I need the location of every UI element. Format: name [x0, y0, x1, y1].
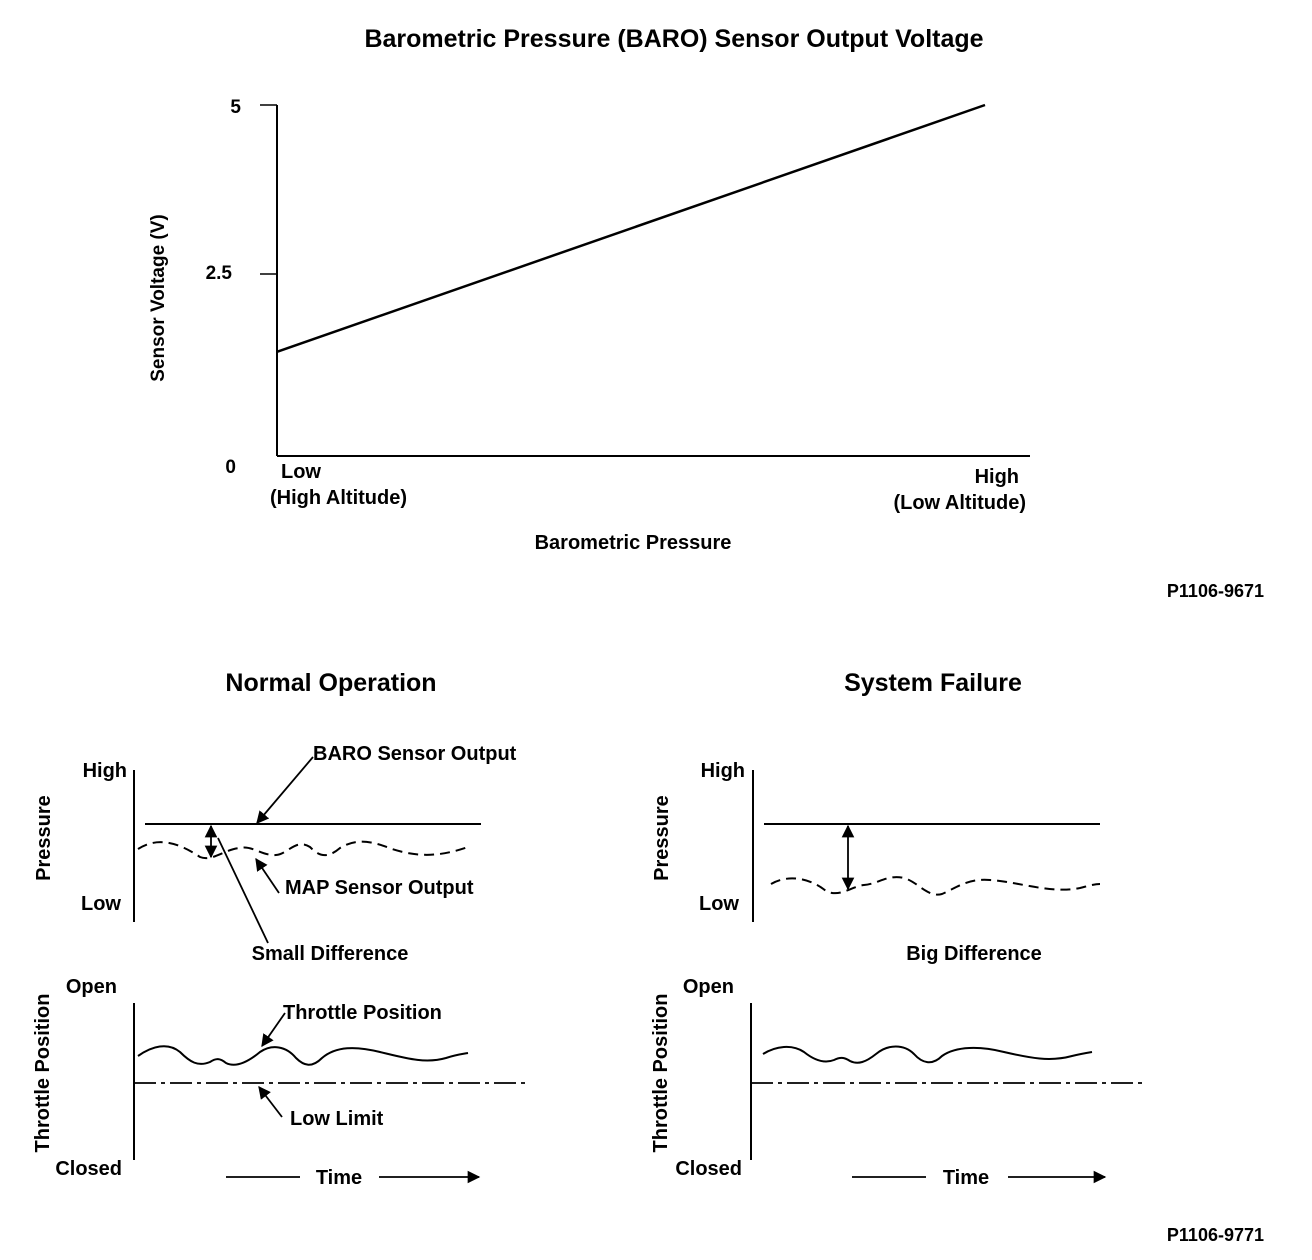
- normal-map-label: MAP Sensor Output: [285, 877, 474, 899]
- x-low-sublabel: (High Altitude): [270, 487, 407, 509]
- failure-map-wave: [770, 876, 1101, 896]
- normal-baro-label: BARO Sensor Output: [313, 743, 517, 765]
- baro-voltage-line: [276, 103, 986, 353]
- y-axis-label: Sensor Voltage (V): [148, 214, 169, 382]
- normal-low-label: Low: [81, 893, 121, 915]
- figure-id-top: P1106-9671: [1167, 581, 1264, 601]
- small-difference-pointer: [217, 837, 269, 944]
- failure-throttle-axis-label: Throttle Position: [650, 994, 672, 1153]
- failure-open-label: Open: [683, 976, 734, 998]
- failure-low-label: Low: [699, 893, 739, 915]
- failure-high-label: High: [701, 760, 745, 782]
- x-axis-label: Barometric Pressure: [535, 532, 732, 554]
- throttle-label-pointer: [261, 1012, 286, 1048]
- normal-map-wave: [137, 840, 469, 860]
- failure-pressure-axis-label: Pressure: [651, 795, 673, 881]
- failure-title: System Failure: [844, 669, 1022, 697]
- chart-title: Barometric Pressure (BARO) Sensor Output…: [364, 25, 983, 53]
- normal-throttle-label: Throttle Position: [283, 1002, 442, 1024]
- map-label-pointer: [255, 857, 280, 894]
- failure-time-label: Time: [943, 1167, 989, 1189]
- failure-diff-label: Big Difference: [906, 943, 1042, 965]
- normal-pressure-axis-label: Pressure: [33, 795, 55, 881]
- normal-low-limit-label: Low Limit: [290, 1108, 384, 1130]
- normal-throttle-wave: [137, 1045, 469, 1066]
- figure-id-bottom: P1106-9771: [1167, 1225, 1264, 1245]
- normal-high-label: High: [83, 760, 127, 782]
- normal-time-label: Time: [316, 1167, 362, 1189]
- y-tick-label-2-5: 2.5: [206, 263, 233, 284]
- normal-title: Normal Operation: [225, 669, 436, 697]
- y-tick-label-5: 5: [230, 97, 241, 118]
- failure-closed-label: Closed: [675, 1158, 742, 1180]
- low-limit-pointer: [258, 1086, 283, 1118]
- normal-closed-label: Closed: [55, 1158, 122, 1180]
- normal-diff-label: Small Difference: [252, 943, 409, 965]
- normal-open-label: Open: [66, 976, 117, 998]
- x-high-label: High: [975, 466, 1019, 488]
- normal-throttle-axis-label: Throttle Position: [32, 994, 54, 1153]
- baro-label-pointer: [256, 756, 314, 824]
- x-low-label: Low: [281, 461, 321, 483]
- y-tick-label-0: 0: [225, 457, 236, 478]
- failure-throttle-wave: [762, 1045, 1093, 1064]
- x-high-sublabel: (Low Altitude): [893, 492, 1026, 514]
